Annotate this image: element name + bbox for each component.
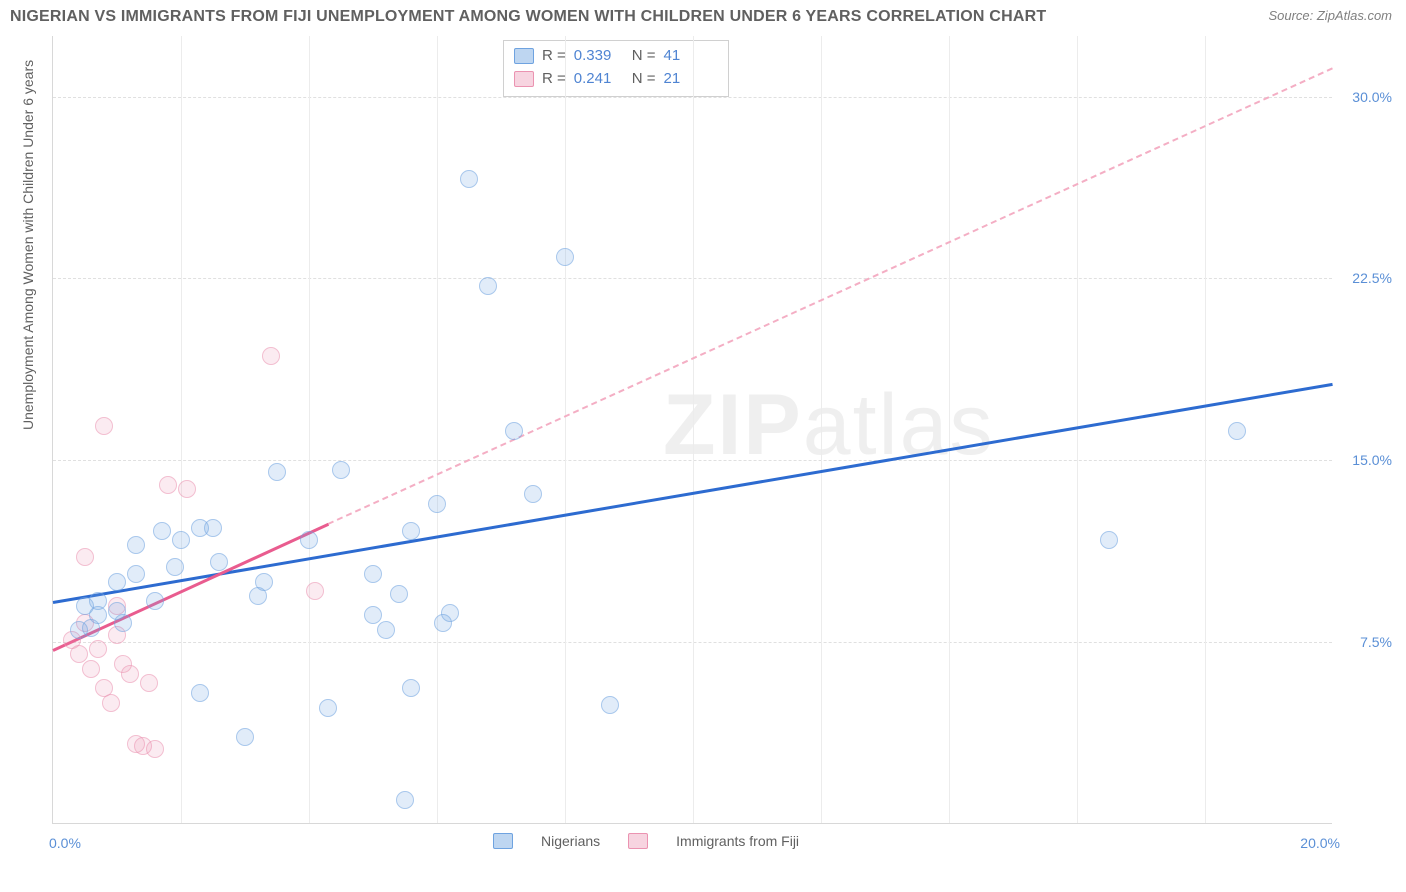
swatch-blue-icon	[493, 833, 513, 849]
data-point-nigerians	[428, 495, 446, 513]
data-point-nigerians	[460, 170, 478, 188]
data-point-nigerians	[127, 536, 145, 554]
data-point-nigerians	[479, 277, 497, 295]
gridline-v	[821, 36, 822, 823]
data-point-nigerians	[1100, 531, 1118, 549]
source-label: Source: ZipAtlas.com	[1268, 8, 1392, 23]
y-tick-label: 22.5%	[1338, 270, 1392, 286]
chart-title: NIGERIAN VS IMMIGRANTS FROM FIJI UNEMPLO…	[10, 8, 1396, 26]
swatch-blue-icon	[514, 48, 534, 64]
y-tick-label: 7.5%	[1338, 634, 1392, 650]
x-tick-min: 0.0%	[49, 835, 81, 851]
data-point-nigerians	[236, 728, 254, 746]
stat-value-n: 21	[664, 68, 714, 91]
data-point-fiji	[121, 665, 139, 683]
data-point-nigerians	[300, 531, 318, 549]
stats-row-fiji: R = 0.241 N = 21	[514, 68, 714, 91]
data-point-fiji	[102, 694, 120, 712]
stat-value-r: 0.339	[574, 45, 624, 68]
y-tick-label: 15.0%	[1338, 452, 1392, 468]
data-point-nigerians	[332, 461, 350, 479]
data-point-nigerians	[127, 565, 145, 583]
data-point-fiji	[95, 417, 113, 435]
y-axis-label: Unemployment Among Women with Children U…	[20, 60, 36, 430]
swatch-pink-icon	[514, 71, 534, 87]
data-point-fiji	[146, 740, 164, 758]
data-point-nigerians	[377, 621, 395, 639]
data-point-fiji	[159, 476, 177, 494]
gridline-v	[309, 36, 310, 823]
gridline-v	[181, 36, 182, 823]
data-point-nigerians	[441, 604, 459, 622]
stat-label-n: N =	[632, 68, 656, 91]
gridline-v	[565, 36, 566, 823]
data-point-nigerians	[108, 573, 126, 591]
data-point-nigerians	[268, 463, 286, 481]
data-point-nigerians	[402, 679, 420, 697]
data-point-nigerians	[319, 699, 337, 717]
data-point-nigerians	[524, 485, 542, 503]
data-point-nigerians	[390, 585, 408, 603]
data-point-fiji	[140, 674, 158, 692]
trendline	[328, 68, 1334, 526]
data-point-fiji	[70, 645, 88, 663]
stat-value-r: 0.241	[574, 68, 624, 91]
stat-value-n: 41	[664, 45, 714, 68]
data-point-nigerians	[204, 519, 222, 537]
data-point-nigerians	[1228, 422, 1246, 440]
data-point-nigerians	[402, 522, 420, 540]
data-point-nigerians	[364, 565, 382, 583]
data-point-fiji	[262, 347, 280, 365]
data-point-fiji	[82, 660, 100, 678]
series-legend: Nigerians Immigrants from Fiji	[493, 833, 799, 849]
data-point-fiji	[306, 582, 324, 600]
stats-row-nigerians: R = 0.339 N = 41	[514, 45, 714, 68]
stats-legend-box: R = 0.339 N = 41 R = 0.241 N = 21	[503, 40, 729, 97]
swatch-pink-icon	[628, 833, 648, 849]
data-point-nigerians	[210, 553, 228, 571]
gridline-v	[437, 36, 438, 823]
y-tick-label: 30.0%	[1338, 89, 1392, 105]
data-point-nigerians	[89, 592, 107, 610]
legend-label-fiji: Immigrants from Fiji	[676, 833, 799, 849]
data-point-nigerians	[153, 522, 171, 540]
gridline-v	[949, 36, 950, 823]
data-point-fiji	[178, 480, 196, 498]
data-point-nigerians	[364, 606, 382, 624]
gridline-v	[1077, 36, 1078, 823]
data-point-nigerians	[191, 684, 209, 702]
stat-label-r: R =	[542, 68, 566, 91]
gridline-v	[693, 36, 694, 823]
data-point-nigerians	[556, 248, 574, 266]
data-point-nigerians	[396, 791, 414, 809]
data-point-nigerians	[255, 573, 273, 591]
data-point-nigerians	[166, 558, 184, 576]
data-point-nigerians	[146, 592, 164, 610]
data-point-fiji	[76, 548, 94, 566]
data-point-nigerians	[172, 531, 190, 549]
data-point-nigerians	[505, 422, 523, 440]
gridline-v	[1205, 36, 1206, 823]
legend-label-nigerians: Nigerians	[541, 833, 600, 849]
stat-label-n: N =	[632, 45, 656, 68]
x-tick-max: 20.0%	[1300, 835, 1340, 851]
data-point-fiji	[89, 640, 107, 658]
chart-plot-area: ZIPatlas R = 0.339 N = 41 R = 0.241 N = …	[52, 36, 1332, 824]
data-point-nigerians	[601, 696, 619, 714]
stat-label-r: R =	[542, 45, 566, 68]
data-point-nigerians	[114, 614, 132, 632]
